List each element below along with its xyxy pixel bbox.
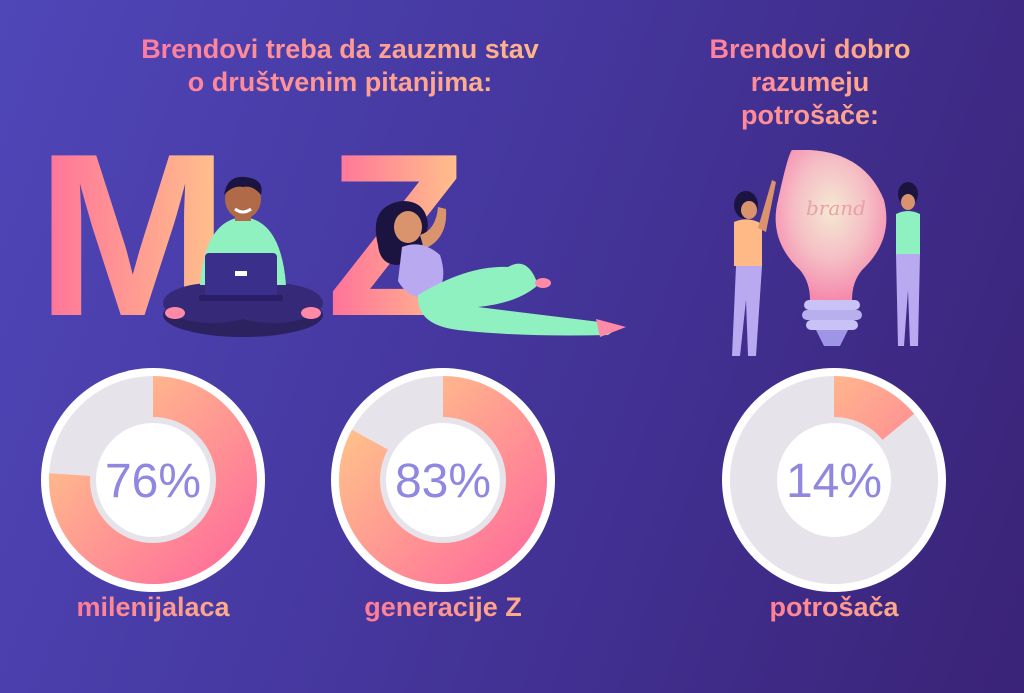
ring-percent-label: 83%	[395, 455, 491, 508]
ring-inner-disc	[380, 417, 506, 543]
lightbulb-brand-illustration	[732, 150, 920, 356]
man-with-laptop-illustration	[163, 176, 323, 337]
woman-reclining-illustration	[375, 201, 626, 337]
ring-value-arc	[730, 376, 938, 584]
ring-value-arc	[49, 376, 257, 584]
heading-brands-understand-consumers: Brendovi dobro razumeju potrošače:	[690, 33, 930, 132]
heading-brands-take-stance: Brendovi treba da zauzmu stav o društven…	[130, 33, 550, 99]
caption-millennials: milenijalaca	[38, 592, 268, 623]
ring-inner-disc	[90, 417, 216, 543]
caption-consumers: potrošača	[719, 592, 949, 623]
ring-chart-millennials: 76%	[41, 368, 265, 592]
caption-gen-z: generacije Z	[328, 592, 558, 623]
bulb-brand-word: brand	[806, 196, 866, 220]
ring-inner-disc	[771, 417, 897, 543]
ring-value-arc	[339, 376, 547, 584]
ring-chart-consumers: 14%	[722, 368, 946, 592]
ring-chart-gen-z: 83%	[331, 368, 555, 592]
ring-percent-label: 76%	[105, 455, 201, 508]
ring-percent-label: 14%	[786, 455, 882, 508]
